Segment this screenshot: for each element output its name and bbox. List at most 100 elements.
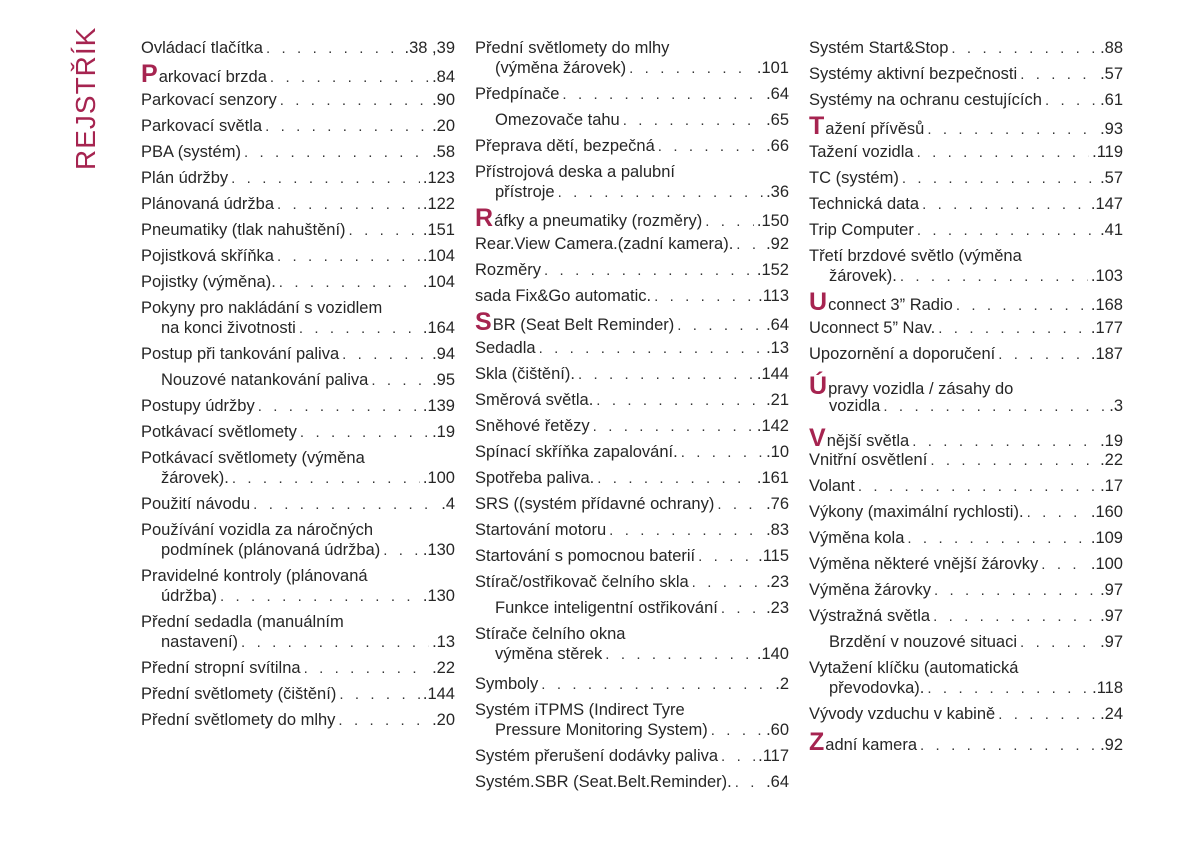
index-entry-row: Použití návodu .4: [141, 494, 455, 514]
index-entry-row: výměna stěrek .140: [475, 644, 789, 664]
dot-leader: [998, 345, 1088, 365]
index-entry-row: Postup při tankování paliva .94: [141, 344, 455, 364]
page-number: .109: [1090, 529, 1123, 547]
index-term: Upozornění a doporučení: [809, 345, 996, 363]
index-entry-row: Pojistky (výměna). .104: [141, 272, 455, 292]
index-entry-row: Ráfky a pneumatiky (rozměry) .150: [475, 204, 789, 232]
dot-leader: [299, 319, 420, 339]
page-number: .101: [756, 59, 789, 77]
index-entry-row: Volant .17: [809, 476, 1123, 496]
index-entry-row: PBA (systém) .58: [141, 142, 455, 162]
dot-leader: [933, 607, 1097, 627]
index-term: Stírač/ostřikovač čelního skla: [475, 573, 689, 591]
index-entry-row: nastavení) .13: [141, 632, 455, 652]
index-entry: Používání vozidla za náročných podmínek (…: [141, 520, 455, 560]
dot-leader: [902, 169, 1097, 189]
index-term: Uconnect 3” Radio: [809, 288, 953, 316]
index-entry: Startování motoru .83: [475, 520, 789, 540]
dot-leader: [265, 117, 429, 137]
index-term: Ráfky a pneumatiky (rozměry): [475, 204, 703, 232]
index-entry-row: Symboly .2: [475, 674, 789, 694]
dot-leader: [562, 85, 763, 105]
index-entry: Sněhové řetězy .142: [475, 416, 789, 436]
index-entry-row: Plánovaná údržba .122: [141, 194, 455, 214]
index-entry: Pojistky (výměna). .104: [141, 272, 455, 292]
index-entry: Sedadla .13: [475, 338, 789, 358]
index-term: TC (systém): [809, 169, 899, 187]
dot-leader: [258, 397, 420, 417]
index-entry: Vývody vzduchu v kabině .24: [809, 704, 1123, 724]
index-entry-row: Trip Computer .41: [809, 220, 1123, 240]
page-number: .160: [1090, 503, 1123, 521]
index-entry: Přední světlomety do mlhy (výměna žárovek…: [475, 38, 789, 78]
index-term: výměna stěrek: [495, 645, 603, 663]
page-number: .24: [1100, 705, 1123, 723]
page-number: .76: [766, 495, 789, 513]
page-number: .22: [432, 659, 455, 677]
index-term: Trip Computer: [809, 221, 914, 239]
index-entry: PBA (systém) .58: [141, 142, 455, 162]
index-term: Rear.View Camera.(zadní kamera).: [475, 235, 734, 253]
index-term: Symboly: [475, 675, 539, 693]
page-number: .20: [432, 711, 455, 729]
letter-initial: V: [809, 424, 826, 452]
index-entry-row: Výměna žárovky .97: [809, 580, 1123, 600]
page-number: .94: [432, 345, 455, 363]
dot-leader: [927, 120, 1097, 140]
index-term: Brzdění v nouzové situaci: [829, 633, 1018, 651]
index-term: Skla (čištění).: [475, 365, 575, 383]
dot-leader: [705, 212, 754, 232]
index-term: Systém.SBR (Seat.Belt.Reminder).: [475, 773, 732, 791]
dot-leader: [558, 183, 763, 203]
index-entry-line: Přední sedadla (manuálním: [141, 613, 344, 631]
index-entry-row: Systém Start&Stop .88: [809, 38, 1123, 58]
dot-leader: [721, 599, 763, 619]
index-entry: Spotřeba paliva. .161: [475, 468, 789, 488]
index-entry: Stírače čelního okna výměna stěrek .140: [475, 624, 789, 664]
letter-initial: U: [809, 288, 828, 316]
index-entry: Přístrojová deska a palubní přístroje .36: [475, 162, 789, 202]
dot-leader: [692, 573, 763, 593]
dot-leader: [231, 169, 420, 189]
page-number: .61: [1100, 91, 1123, 109]
dot-leader: [244, 143, 429, 163]
index-entry: Přední stropní svítilna .22: [141, 658, 455, 678]
index-entry-row: Skla (čištění). .144: [475, 364, 789, 384]
page-number: .151: [422, 221, 455, 239]
dot-leader: [1020, 65, 1097, 85]
index-entry: TC (systém) .57: [809, 168, 1123, 188]
dot-leader: [342, 345, 429, 365]
page-number: .161: [756, 469, 789, 487]
page-number: .130: [422, 541, 455, 559]
index-entry: Systémy na ochranu cestujících .61: [809, 90, 1123, 110]
index-term: sada Fix&Go automatic.: [475, 287, 652, 305]
index-entry-row: Přeprava dětí, bezpečná .66: [475, 136, 789, 156]
index-entry: SRS ((systém přídavné ochrany) .76: [475, 494, 789, 514]
index-term: Výstražná světla: [809, 607, 931, 625]
index-entry: Výstražná světla .97: [809, 606, 1123, 626]
index-entry: sada Fix&Go automatic. .113: [475, 286, 789, 306]
index-term: Ovládací tlačítka: [141, 39, 263, 57]
page-number: .57: [1100, 169, 1123, 187]
index-entry-row: Omezovače tahu .65: [475, 110, 789, 130]
index-entry: Třetí brzdové světlo (výměna žárovek). .10…: [809, 246, 1123, 286]
index-term: Pressure Monitoring System): [495, 721, 708, 739]
index-term: Spínací skříňka zapalování.: [475, 443, 678, 461]
index-entry: Pneumatiky (tlak nahuštění) .151: [141, 220, 455, 240]
index-entry-line: Stírače čelního okna: [475, 625, 626, 643]
index-entry-row: Plán údržby .123: [141, 168, 455, 188]
index-entry: Omezovače tahu .65: [475, 110, 789, 130]
index-entry: Ovládací tlačítka .38 ,39: [141, 38, 455, 58]
index-entry: Skla (čištění). .144: [475, 364, 789, 384]
index-entry: Funkce inteligentní ostřikování .23: [475, 598, 789, 618]
index-entry: Systém iTPMS (Indirect Tyre Pressure Moni…: [475, 700, 789, 740]
index-term: SBR (Seat Belt Reminder): [475, 308, 675, 336]
dot-leader: [596, 391, 763, 411]
index-term: Sedadla: [475, 339, 536, 357]
page-number: .38 ,39: [404, 39, 455, 57]
index-term: Potkávací světlomety: [141, 423, 297, 441]
index-term: Výměna některé vnější žárovky: [809, 555, 1039, 573]
index-term: podmínek (plánovaná údržba): [161, 541, 381, 559]
letter-initial: R: [475, 204, 494, 232]
index-entry-row: žárovek). .100: [141, 468, 455, 488]
